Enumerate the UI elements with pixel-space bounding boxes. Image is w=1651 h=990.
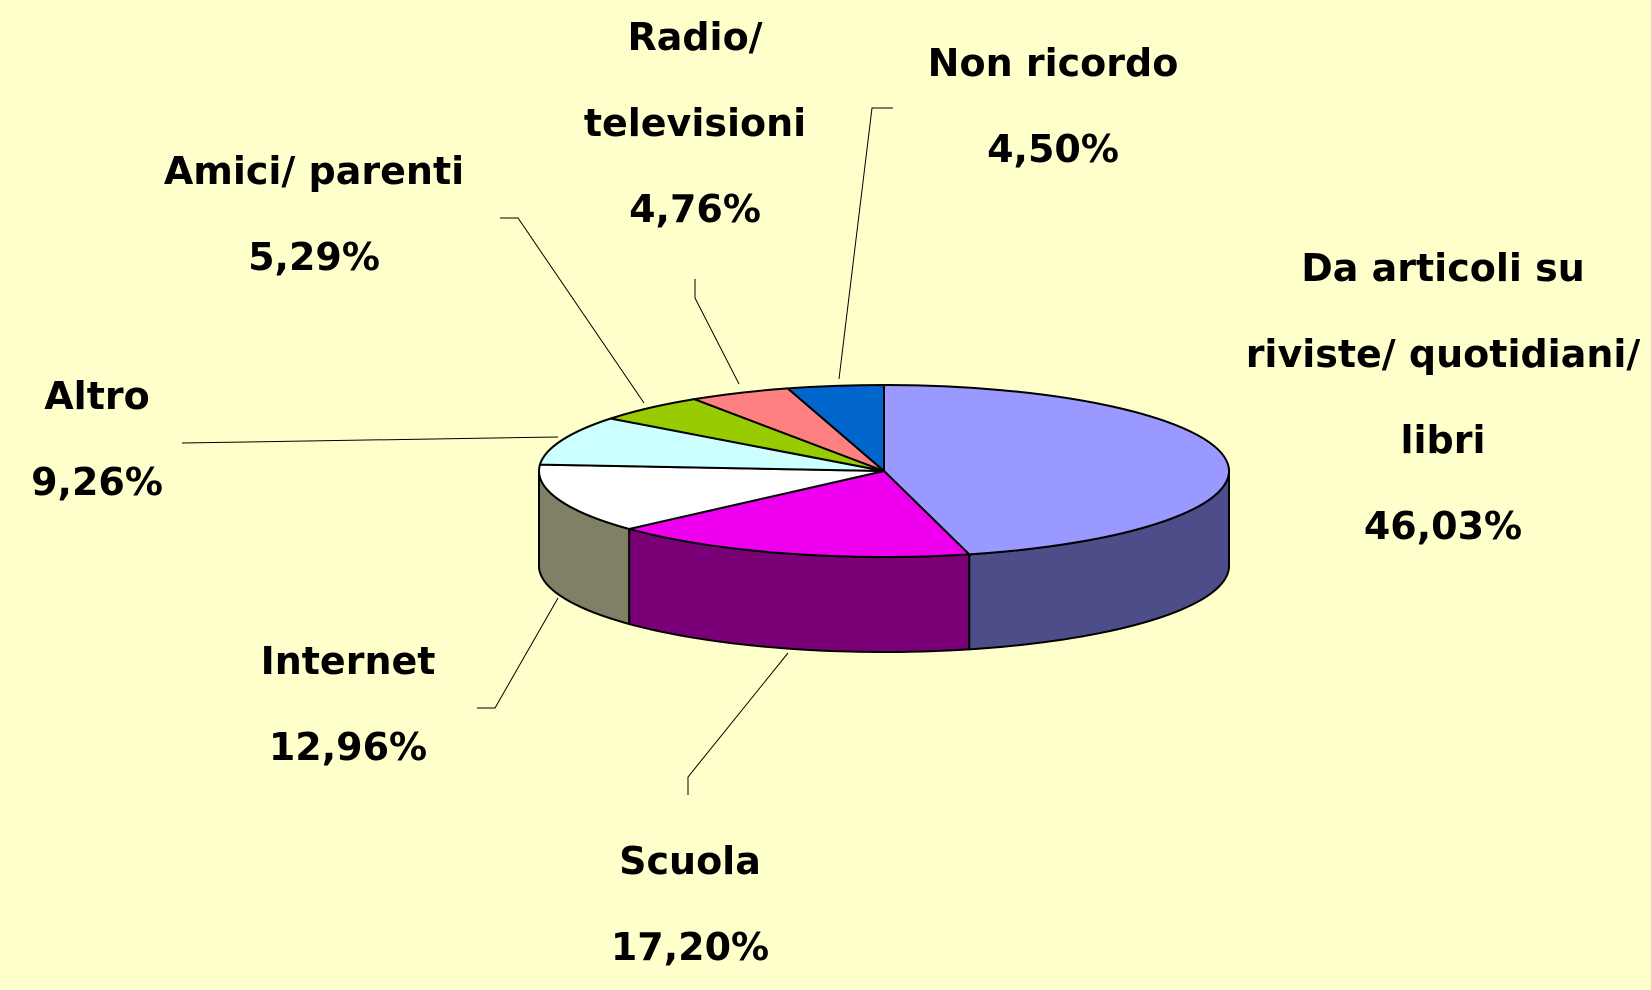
category-name: Internet — [260, 639, 436, 683]
value-label: 5,29% — [248, 235, 380, 279]
category-name: Da articoli su riviste/ quotidiani/ libr… — [1245, 246, 1641, 462]
slice-top — [538, 417, 885, 472]
category-name: Radio/ televisioni — [583, 15, 807, 145]
category-name: Scuola — [619, 839, 761, 883]
leader-line — [500, 217, 645, 404]
value-label: 9,26% — [31, 460, 163, 504]
leader-line — [687, 652, 789, 795]
category-name: Amici/ parenti — [163, 149, 465, 193]
slice-label: Da articoli su riviste/ quotidiani/ libr… — [1223, 225, 1651, 569]
slice-label: Non ricordo 4,50% — [928, 20, 1179, 192]
slice-top — [883, 383, 1230, 556]
value-label: 17,20% — [610, 925, 770, 969]
slice-top — [538, 463, 885, 530]
value-label: 12,96% — [268, 725, 428, 769]
slice-label: Internet 12,96% — [261, 618, 436, 790]
slice-top — [785, 383, 885, 474]
leader-line — [694, 279, 740, 385]
slice-label: Scuola 17,20% — [611, 818, 769, 990]
leader-line — [477, 597, 559, 709]
slice-label: Amici/ parenti 5,29% — [164, 128, 464, 300]
category-name: Altro — [44, 374, 150, 418]
slice-label: Altro 9,26% — [31, 353, 163, 525]
leader-line — [838, 107, 893, 380]
leader-line — [181, 436, 559, 444]
slice-top — [628, 469, 972, 558]
value-label: 4,50% — [987, 127, 1119, 171]
slice-label: Radio/ televisioni 4,76% — [545, 0, 845, 252]
category-name: Non ricordo — [927, 41, 1179, 85]
value-label: 46,03% — [1363, 504, 1523, 548]
value-label: 4,76% — [629, 187, 761, 231]
